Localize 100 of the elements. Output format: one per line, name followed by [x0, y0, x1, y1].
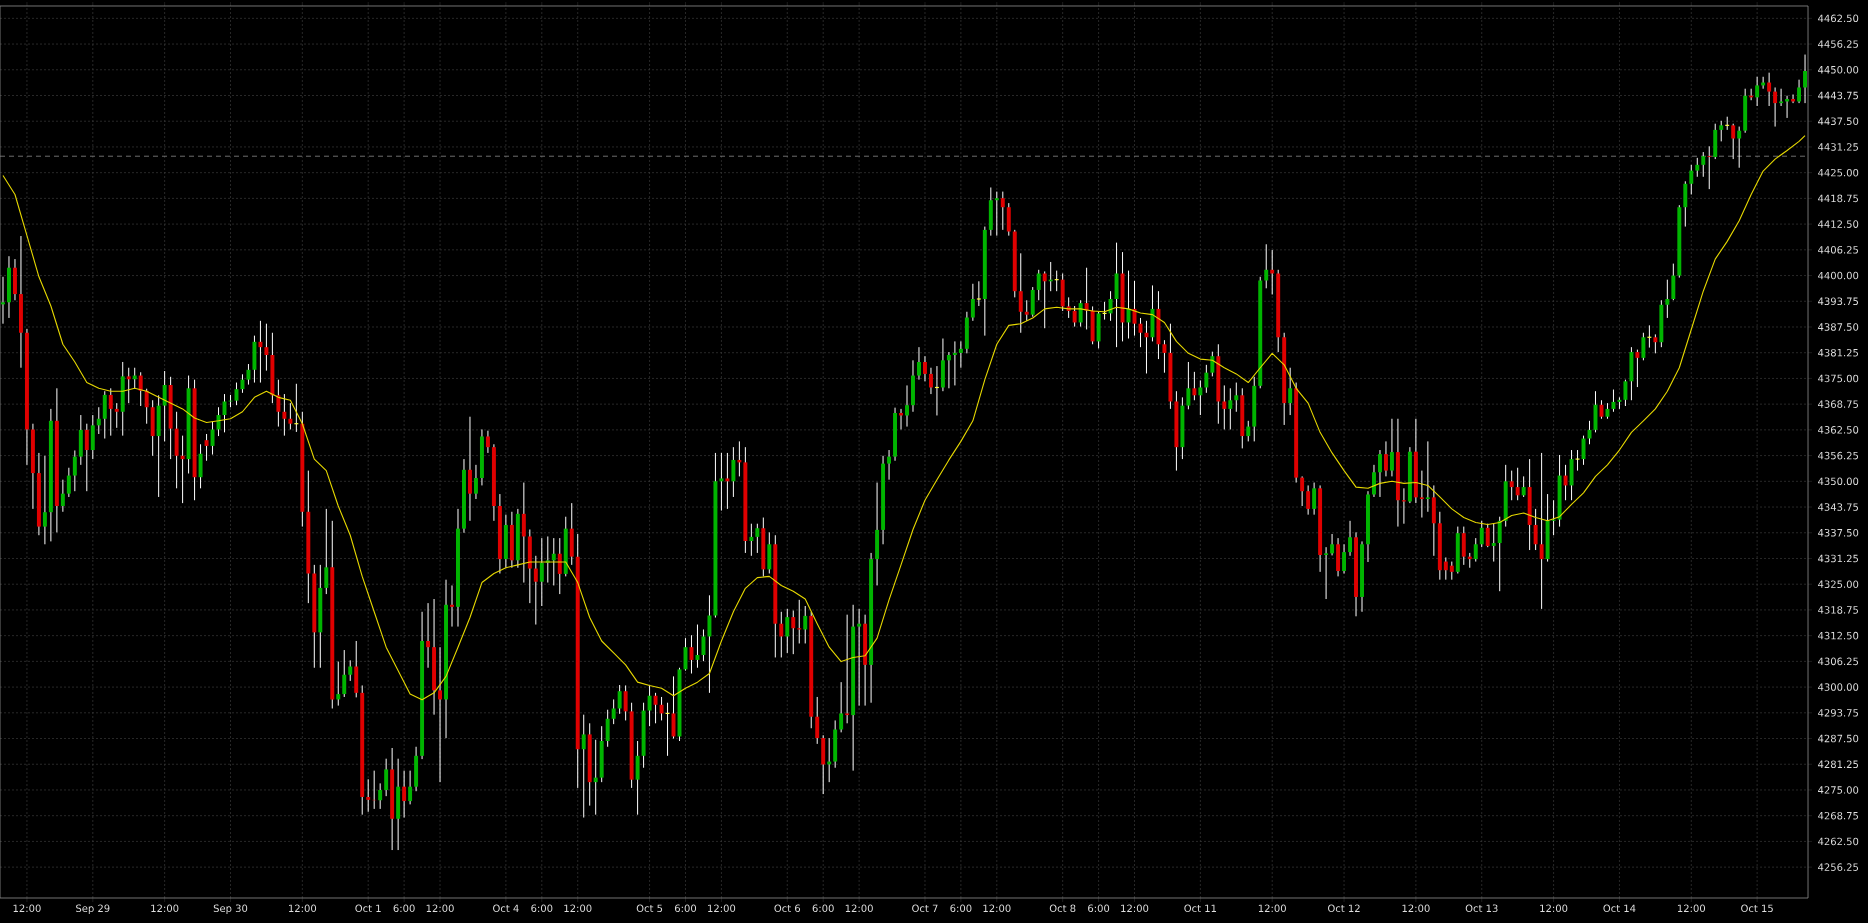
candlestick	[378, 782, 383, 810]
candlestick	[725, 452, 730, 510]
candlestick	[1264, 243, 1269, 289]
y-tick-label: 4412.50	[1818, 220, 1859, 228]
x-tick-label: Oct 7	[912, 904, 938, 913]
candlestick	[1755, 76, 1760, 107]
x-tick-label: Oct 15	[1741, 904, 1773, 913]
candlestick	[1425, 440, 1430, 513]
candlestick	[366, 778, 371, 813]
candlestick	[779, 611, 784, 658]
candlestick	[1342, 543, 1347, 574]
candlestick	[1330, 533, 1335, 556]
candlestick	[1539, 452, 1544, 610]
candlestick	[803, 605, 808, 644]
candlestick	[1372, 464, 1376, 498]
x-tick-label: 12:00	[708, 904, 736, 913]
candlestick	[264, 323, 269, 372]
candlestick	[336, 661, 341, 707]
candlestick	[976, 280, 982, 307]
candlestick	[324, 508, 329, 595]
x-tick-label: Oct 4	[493, 904, 519, 913]
candlestick	[1683, 180, 1688, 228]
candlestick	[791, 610, 796, 655]
y-tick-label: 4418.75	[1818, 194, 1859, 203]
candlestick	[60, 479, 65, 513]
candlestick	[1737, 126, 1742, 169]
candlestick	[1246, 420, 1251, 442]
candlestick	[1186, 361, 1191, 410]
y-tick-label: 4406.25	[1818, 246, 1859, 254]
candlestick	[539, 537, 544, 607]
candlestick	[426, 602, 431, 669]
candlestick	[707, 594, 712, 694]
candlestick	[1707, 145, 1712, 190]
candlestick	[1192, 371, 1197, 401]
y-tick-label: 4281.25	[1818, 760, 1859, 769]
candlestick	[1563, 464, 1568, 501]
y-tick-label: 4293.75	[1818, 709, 1859, 717]
candlestick	[1162, 339, 1167, 374]
y-tick-label: 4456.25	[1818, 40, 1859, 48]
x-tick-label: Oct 6	[774, 904, 801, 913]
candlestick	[1300, 475, 1305, 507]
candlestick	[384, 758, 389, 797]
y-tick-label: 4368.75	[1818, 400, 1859, 408]
y-tick-label: 4331.25	[1818, 554, 1859, 563]
candlestick	[1689, 164, 1694, 195]
candlestick	[1084, 267, 1089, 330]
candlestick	[1797, 79, 1802, 104]
y-tick-label: 4431.25	[1818, 143, 1859, 151]
x-tick-label: 6:00	[531, 904, 553, 913]
x-tick-label: 12:00	[289, 904, 317, 913]
candlestick	[1515, 467, 1520, 501]
y-tick-label: 4375.00	[1818, 374, 1859, 383]
candlestick	[605, 709, 610, 748]
candlestick	[126, 367, 131, 404]
candlestick	[946, 351, 951, 389]
y-tick-label: 4356.25	[1818, 451, 1859, 460]
candlestick	[450, 584, 454, 628]
y-tick-label: 4400.00	[1818, 271, 1859, 280]
candlestick	[839, 681, 844, 733]
candlestick	[623, 684, 628, 721]
candlestick	[402, 770, 407, 819]
candlestick	[533, 555, 538, 626]
candlestick	[1312, 482, 1317, 516]
candlestick	[1036, 269, 1041, 301]
candlestick	[952, 340, 957, 386]
y-tick-label: 4337.50	[1818, 528, 1859, 537]
y-tick-label: 4462.50	[1818, 14, 1859, 23]
x-tick-label: 12:00	[1121, 904, 1149, 913]
candlestick	[1204, 364, 1209, 394]
candlestick	[1377, 449, 1382, 498]
candlestick	[557, 537, 562, 595]
candlestick	[1509, 470, 1514, 501]
x-tick-label: 6:00	[393, 904, 415, 913]
y-tick-label: 4306.25	[1818, 657, 1859, 666]
candlestick	[695, 624, 700, 669]
candlestick	[210, 421, 215, 456]
x-tick-label: 12:00	[1677, 904, 1706, 913]
y-tick-label: 4387.50	[1818, 323, 1859, 331]
candlestick	[1695, 157, 1700, 178]
x-tick-label: Oct 1	[355, 904, 381, 913]
candlestick	[1719, 120, 1724, 142]
x-tick-label: 12:00	[426, 904, 454, 913]
candlestick	[970, 283, 975, 322]
candlestick	[408, 770, 413, 805]
candlestick	[66, 467, 71, 498]
candlestick	[1449, 561, 1454, 581]
candlestick	[1306, 484, 1311, 516]
candlestick	[1779, 88, 1784, 107]
candlestick	[1, 276, 5, 325]
x-tick-label: 12:00	[983, 904, 1011, 913]
candlestick	[1635, 349, 1640, 388]
candlestick	[473, 464, 478, 500]
candlestick	[922, 355, 927, 382]
y-tick-label: 4350.00	[1818, 477, 1859, 486]
candlestick	[521, 482, 526, 584]
y-tick-label: 4256.25	[1818, 863, 1859, 871]
candlestick	[581, 714, 586, 819]
candlestick	[276, 379, 281, 428]
candlestick	[1078, 299, 1083, 328]
candlestick	[635, 740, 640, 816]
